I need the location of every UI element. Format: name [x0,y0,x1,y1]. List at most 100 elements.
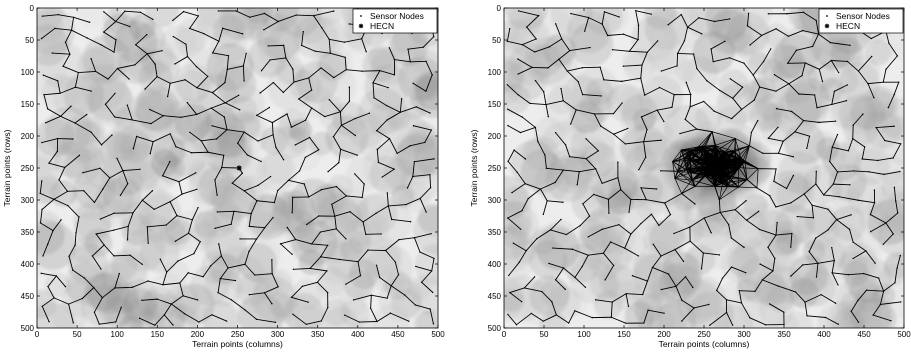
sensor-node-point [724,175,725,176]
sensor-node-point [670,214,671,215]
sensor-node-point [898,81,899,82]
sensor-node-point [361,70,362,71]
sensor-node-point [638,169,639,170]
sensor-node-point [874,189,875,190]
sensor-node-point [613,265,614,266]
sensor-node-point [719,199,720,200]
sensor-node-point [72,269,73,270]
sensor-node-point [867,83,868,84]
sensor-node-point [719,90,720,91]
sensor-node-point [797,216,798,217]
sensor-node-point [221,167,222,168]
routing-link [192,152,208,153]
sensor-node-point [900,143,901,144]
coverage-disc [379,265,405,291]
sensor-node-point [429,308,430,309]
sensor-node-point [727,175,728,176]
sensor-node-point [685,276,686,277]
sensor-node-point [344,314,345,315]
sensor-node-point [754,99,755,100]
sensor-node-point [565,144,566,145]
sensor-node-point [103,244,104,245]
sensor-node-point [165,224,166,225]
sensor-node-point [880,304,881,305]
sensor-node-point [806,315,807,316]
sensor-node-point [795,291,796,292]
sensor-node-point [786,13,787,14]
coverage-disc [78,0,105,27]
sensor-node-point [815,237,816,238]
sensor-node-point [681,193,682,194]
sensor-node-point [99,323,100,324]
sensor-node-point [848,274,849,275]
sensor-node-point [57,80,58,81]
sensor-node-point [176,215,177,216]
y-tick-label: 300 [488,196,502,205]
y-tick-label: 400 [488,260,502,269]
sensor-node-point [233,211,234,212]
sensor-node-point [56,275,57,276]
sensor-node-point [628,306,629,307]
sensor-node-point [536,38,537,39]
sensor-node-point [694,186,695,187]
sensor-node-point [116,158,117,159]
sensor-node-point [663,313,664,314]
sensor-node-point [630,199,631,200]
routing-link [128,226,129,240]
sensor-node-point [119,273,120,274]
sensor-node-point [509,28,510,29]
sensor-node-point [798,93,799,94]
sensor-node-point [246,53,247,54]
sensor-node-point [238,95,239,96]
routing-link [217,211,234,212]
sensor-node-point [74,245,75,246]
sensor-node-point [816,20,817,21]
sensor-node-point [730,78,731,79]
sensor-node-point [778,153,779,154]
sensor-node-point [518,10,519,11]
sensor-node-point [150,123,151,124]
sensor-node-point [522,44,523,45]
sensor-node-point [570,123,571,124]
sensor-node-point [746,179,747,180]
sensor-node-point [612,301,613,302]
sensor-node-point [360,275,361,276]
sensor-node-point [759,86,760,87]
sensor-node-point [291,126,292,127]
sensor-node-point [65,41,66,42]
sensor-node-point [517,73,518,74]
sensor-node-point [178,181,179,182]
sensor-node-point [870,231,871,232]
sensor-node-point [389,138,390,139]
sensor-node-point [226,129,227,130]
sensor-node-point [349,101,350,102]
sensor-node-point [235,10,236,11]
sensor-node-point [874,202,875,203]
sensor-node-point [134,64,135,65]
sensor-node-point [647,51,648,52]
sensor-node-point [62,66,63,67]
sensor-node-point [509,292,510,293]
sensor-node-point [601,95,602,96]
y-tick-label: 0 [30,4,35,13]
sensor-node-point [624,247,625,248]
sensor-node-point [301,45,302,46]
sensor-node-point [511,192,512,193]
sensor-node-point [378,162,379,163]
sensor-node-point [372,82,373,83]
sensor-node-point [369,113,370,114]
sensor-node-point [357,154,358,155]
sensor-node-point [341,125,342,126]
sensor-node-point [671,107,672,108]
sensor-node-point [767,247,768,248]
sensor-node-point [628,211,629,212]
sensor-node-point [849,184,850,185]
sensor-node-point [60,116,61,117]
sensor-node-point [896,268,897,269]
coverage-disc [38,42,85,89]
y-tick-label: 250 [21,164,35,173]
sensor-node-point [362,221,363,222]
sensor-node-point [340,111,341,112]
sensor-node-point [640,77,641,78]
sensor-node-point [244,190,245,191]
